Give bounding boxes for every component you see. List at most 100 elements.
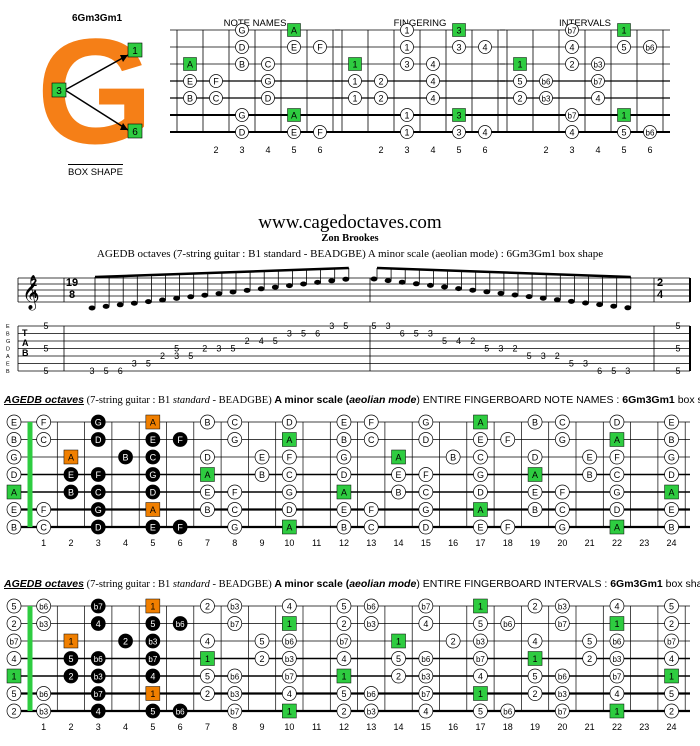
note-label: G xyxy=(149,470,156,480)
note-label: 2 xyxy=(396,671,401,681)
note-label: 5 xyxy=(150,706,155,716)
note-label: F xyxy=(369,505,375,515)
note-marker xyxy=(145,449,161,465)
note-label: b3 xyxy=(612,655,621,664)
note-marker xyxy=(374,91,388,105)
note-marker xyxy=(445,449,461,465)
note-marker xyxy=(664,633,679,649)
note-marker xyxy=(36,598,52,614)
note-marker xyxy=(145,519,161,535)
note-label: b6 xyxy=(646,128,655,137)
note-marker xyxy=(609,414,625,430)
note-label: 2 xyxy=(451,636,456,646)
note-marker xyxy=(145,703,161,719)
note-label: D xyxy=(668,470,675,480)
note-marker xyxy=(473,414,488,430)
note-marker xyxy=(90,686,106,701)
note-marker xyxy=(200,598,215,614)
note-label: b7 xyxy=(94,602,103,611)
board-notes-heading: AGEDB octaves (7-string guitar : B1 stan… xyxy=(4,394,700,406)
note-head xyxy=(370,276,378,282)
note-label: 2 xyxy=(341,706,346,716)
note-label: 1 xyxy=(352,93,357,103)
note-label: 4 xyxy=(430,59,435,69)
note-label: A xyxy=(286,435,292,445)
note-marker xyxy=(227,686,243,701)
note-marker xyxy=(554,703,570,719)
note-marker xyxy=(145,686,161,701)
open-note-marker xyxy=(6,668,22,684)
note-marker xyxy=(609,668,625,684)
note-marker xyxy=(554,502,570,517)
note-head xyxy=(497,290,505,296)
note-label: G xyxy=(668,452,675,462)
note-label: E xyxy=(669,505,675,515)
board-intervals-heading: AGEDB octaves (7-string guitar : B1 stan… xyxy=(4,578,700,590)
note-marker xyxy=(418,432,434,447)
note-marker xyxy=(374,74,388,88)
note-label: C xyxy=(95,487,102,497)
fret-number: 4 xyxy=(265,145,270,155)
diagram-title: FINGERING xyxy=(394,18,447,29)
fret-number: 2 xyxy=(68,538,73,548)
note-marker xyxy=(235,57,249,71)
note-head xyxy=(173,295,181,301)
note-label: b6 xyxy=(367,690,376,699)
note-marker xyxy=(282,467,297,482)
note-marker xyxy=(664,598,679,614)
note-label: C xyxy=(286,470,293,480)
note-label: F xyxy=(505,435,511,445)
note-marker xyxy=(554,519,570,535)
note-label: 4 xyxy=(614,689,619,699)
note-label: 1 xyxy=(150,601,155,611)
note-label: 5 xyxy=(341,689,346,699)
note-label: G xyxy=(95,417,102,427)
fret-number: 19 xyxy=(530,538,540,548)
site-url: www.cagedoctaves.com xyxy=(258,212,442,233)
note-label: D xyxy=(614,417,621,427)
note-marker xyxy=(261,57,275,71)
note-label: b7 xyxy=(667,637,676,646)
note-label: F xyxy=(177,435,183,445)
note-label: D xyxy=(614,505,621,515)
note-label: b7 xyxy=(612,672,621,681)
note-head xyxy=(568,298,575,304)
note-marker xyxy=(527,686,543,701)
note-marker xyxy=(63,467,79,482)
tab-number: 6 xyxy=(118,366,123,374)
svg-text:6: 6 xyxy=(132,127,138,138)
note-label: C xyxy=(423,487,430,497)
note-marker xyxy=(282,616,297,631)
note-marker xyxy=(664,484,679,500)
note-marker xyxy=(473,467,488,482)
note-marker xyxy=(36,519,52,535)
note-label: b3 xyxy=(230,602,239,611)
note-label: 4 xyxy=(595,93,600,103)
note-label: G xyxy=(559,522,566,532)
note-marker xyxy=(664,449,679,465)
note-marker xyxy=(473,703,488,719)
note-marker xyxy=(90,414,106,430)
open-note-marker xyxy=(6,484,22,500)
note-marker xyxy=(554,668,570,684)
note-marker xyxy=(664,502,679,517)
note-head xyxy=(187,294,195,300)
fret-number: 6 xyxy=(178,722,183,732)
tab-letter: A xyxy=(22,338,29,348)
note-marker xyxy=(63,484,79,500)
note-marker xyxy=(363,502,379,517)
note-marker xyxy=(145,414,161,430)
note-marker xyxy=(287,108,301,122)
tab-number: 3 xyxy=(287,329,292,339)
fret-number: 12 xyxy=(339,722,349,732)
note-marker xyxy=(452,125,466,139)
tab-number: 6 xyxy=(315,329,320,339)
note-label: 1 xyxy=(478,601,483,611)
note-label: 5 xyxy=(621,127,626,137)
tab-number: 3 xyxy=(583,359,588,369)
note-marker xyxy=(227,432,243,447)
tab-number: 5 xyxy=(611,366,616,374)
open-note-marker xyxy=(6,616,22,631)
